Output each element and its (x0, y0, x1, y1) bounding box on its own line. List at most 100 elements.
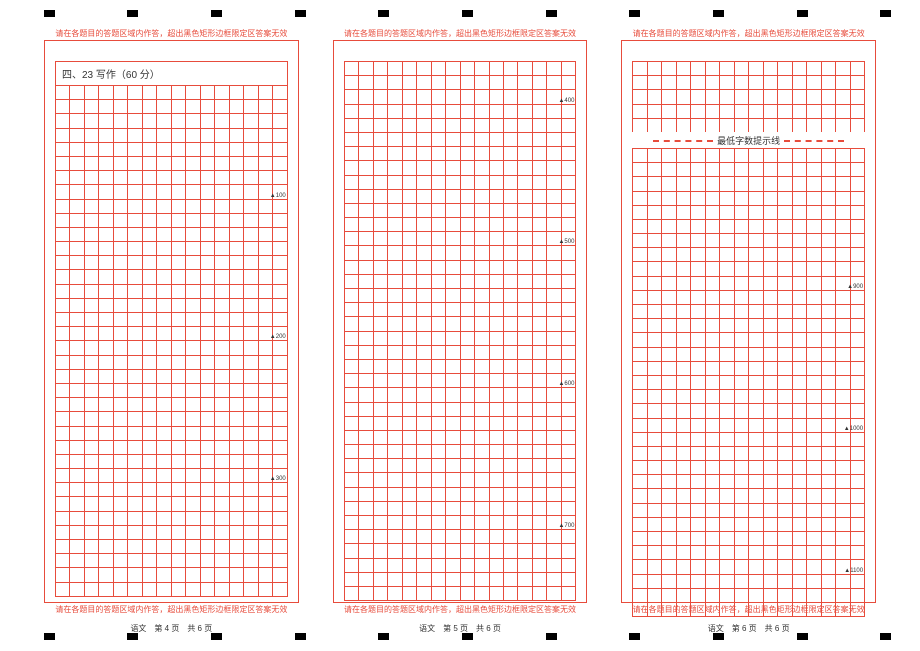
grid-cell (244, 214, 258, 227)
grid-cell (114, 171, 128, 184)
grid-cell (836, 76, 850, 89)
grid-cell (403, 275, 417, 288)
grid-cell (691, 603, 705, 616)
grid-cell (432, 403, 446, 416)
grid-cell (259, 242, 273, 255)
grid-cell (244, 341, 258, 354)
grid-cell (735, 62, 749, 75)
grid-cell (490, 232, 504, 245)
grid-cell (172, 356, 186, 369)
grid-cell (56, 427, 70, 440)
grid-cell (475, 246, 489, 259)
grid-cell (432, 587, 446, 600)
grid-cell (157, 214, 171, 227)
grid-cell (374, 360, 388, 373)
grid-cell (504, 544, 518, 557)
grid-cell (432, 289, 446, 302)
grid-cell (230, 341, 244, 354)
grid-cell (201, 583, 215, 596)
grid-cell (504, 261, 518, 274)
grid-cell (778, 603, 792, 616)
grid-cell (822, 305, 836, 318)
grid-cell (128, 540, 142, 553)
grid-cell (446, 488, 460, 501)
grid-cell (518, 473, 532, 486)
grid-cell (504, 303, 518, 316)
grid-cell (259, 129, 273, 142)
grid-cell (114, 114, 128, 127)
grid-cell (662, 348, 676, 361)
grid-cell (172, 129, 186, 142)
grid-cell (114, 497, 128, 510)
grid-cell (56, 327, 70, 340)
grid-cell (633, 447, 647, 460)
grid-cell (403, 346, 417, 359)
grid-cell (359, 76, 373, 89)
grid-cell (475, 473, 489, 486)
grid-cell (662, 575, 676, 588)
grid-cell (677, 419, 691, 432)
warning-bottom: 请在各题目的答题区域内作答，超出黑色矩形边框限定区答案无效 (333, 604, 588, 615)
grid-cell (778, 248, 792, 261)
grid-cell (157, 270, 171, 283)
grid-cell (822, 319, 836, 332)
grid-cell (259, 86, 273, 99)
grid-cell (518, 218, 532, 231)
grid-cell (446, 218, 460, 231)
grid-cell (273, 497, 287, 510)
grid-cell (157, 129, 171, 142)
grid-cell (764, 291, 778, 304)
grid-cell (244, 412, 258, 425)
grid-cell (244, 185, 258, 198)
grid-cell (259, 143, 273, 156)
grid-cell (662, 390, 676, 403)
grid-cell (345, 516, 359, 529)
grid-cell (475, 275, 489, 288)
grid-cell (793, 90, 807, 103)
grid-cell (518, 360, 532, 373)
grid-cell (56, 114, 70, 127)
composition-grid: 最低字数提示线▲900▲1000▲1100 (632, 61, 865, 617)
grid-cell (518, 261, 532, 274)
grid-cell (85, 86, 99, 99)
grid-cell (56, 583, 70, 596)
grid-cell (633, 234, 647, 247)
grid-cell (648, 319, 662, 332)
grid-cell (633, 461, 647, 474)
grid-cell (461, 133, 475, 146)
grid-cell (836, 461, 850, 474)
grid-cell (259, 256, 273, 269)
grid-cell (822, 234, 836, 247)
grid-cell (807, 518, 821, 531)
grid-cell (201, 200, 215, 213)
grid-cell (706, 319, 720, 332)
grid-cell (547, 544, 561, 557)
grid-cell (114, 427, 128, 440)
grid-cell (735, 319, 749, 332)
grid-cell (143, 441, 157, 454)
grid-cell (128, 114, 142, 127)
grid-cell (793, 461, 807, 474)
grid-cell (230, 497, 244, 510)
grid-cell (648, 291, 662, 304)
grid-row: ▲500 (344, 245, 577, 259)
grid-cell (807, 546, 821, 559)
grid-cell (85, 540, 99, 553)
grid-cell (244, 299, 258, 312)
grid-cell (128, 384, 142, 397)
grid-cell (735, 149, 749, 162)
grid-cell (793, 504, 807, 517)
grid-cell (114, 100, 128, 113)
grid-cell (114, 512, 128, 525)
grid-cell (359, 332, 373, 345)
grid-cell (114, 398, 128, 411)
grid-cell (345, 289, 359, 302)
grid-cell (648, 105, 662, 118)
grid-cell (807, 461, 821, 474)
grid-cell (720, 220, 734, 233)
grid-cell (778, 404, 792, 417)
grid-cell (70, 427, 84, 440)
grid-cell (143, 384, 157, 397)
grid-cell (446, 587, 460, 600)
grid-cell (388, 360, 402, 373)
